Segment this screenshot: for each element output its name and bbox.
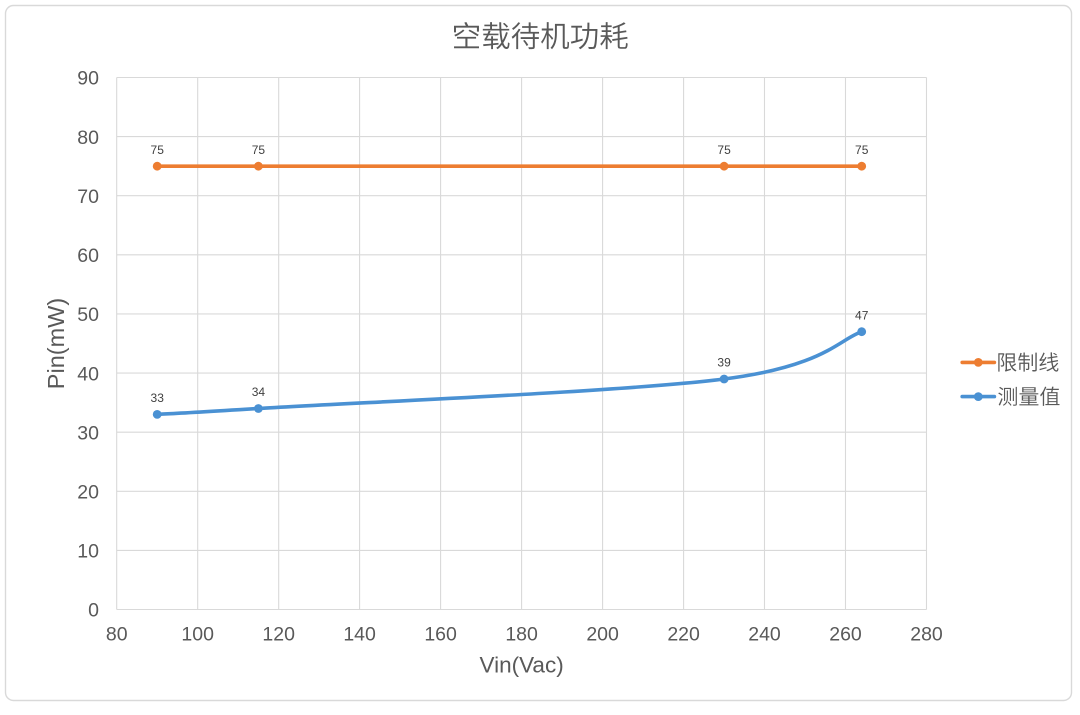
svg-text:80: 80 [106,624,128,646]
svg-text:280: 280 [910,624,943,646]
svg-text:75: 75 [855,143,869,157]
svg-text:20: 20 [77,482,99,504]
svg-text:260: 260 [829,624,862,646]
svg-text:80: 80 [77,127,99,149]
svg-text:160: 160 [424,624,457,646]
svg-text:Pin(mW): Pin(mW) [43,298,69,389]
svg-text:10: 10 [77,541,99,563]
svg-text:120: 120 [262,624,295,646]
svg-text:50: 50 [77,304,99,326]
svg-text:90: 90 [77,68,99,90]
svg-text:100: 100 [181,624,214,646]
svg-text:75: 75 [151,143,165,157]
svg-text:47: 47 [855,308,869,322]
svg-text:33: 33 [151,391,165,405]
svg-text:70: 70 [77,186,99,208]
svg-text:34: 34 [252,385,266,399]
svg-text:30: 30 [77,422,99,444]
svg-text:75: 75 [252,143,266,157]
svg-text:Vin(Vac): Vin(Vac) [479,653,563,678]
svg-text:180: 180 [505,624,538,646]
svg-text:240: 240 [748,624,781,646]
svg-text:39: 39 [717,356,731,370]
svg-text:200: 200 [586,624,619,646]
svg-text:0: 0 [88,600,99,622]
svg-text:140: 140 [343,624,376,646]
svg-text:40: 40 [77,363,99,385]
svg-text:75: 75 [717,143,731,157]
svg-text:60: 60 [77,245,99,267]
svg-text:220: 220 [667,624,700,646]
